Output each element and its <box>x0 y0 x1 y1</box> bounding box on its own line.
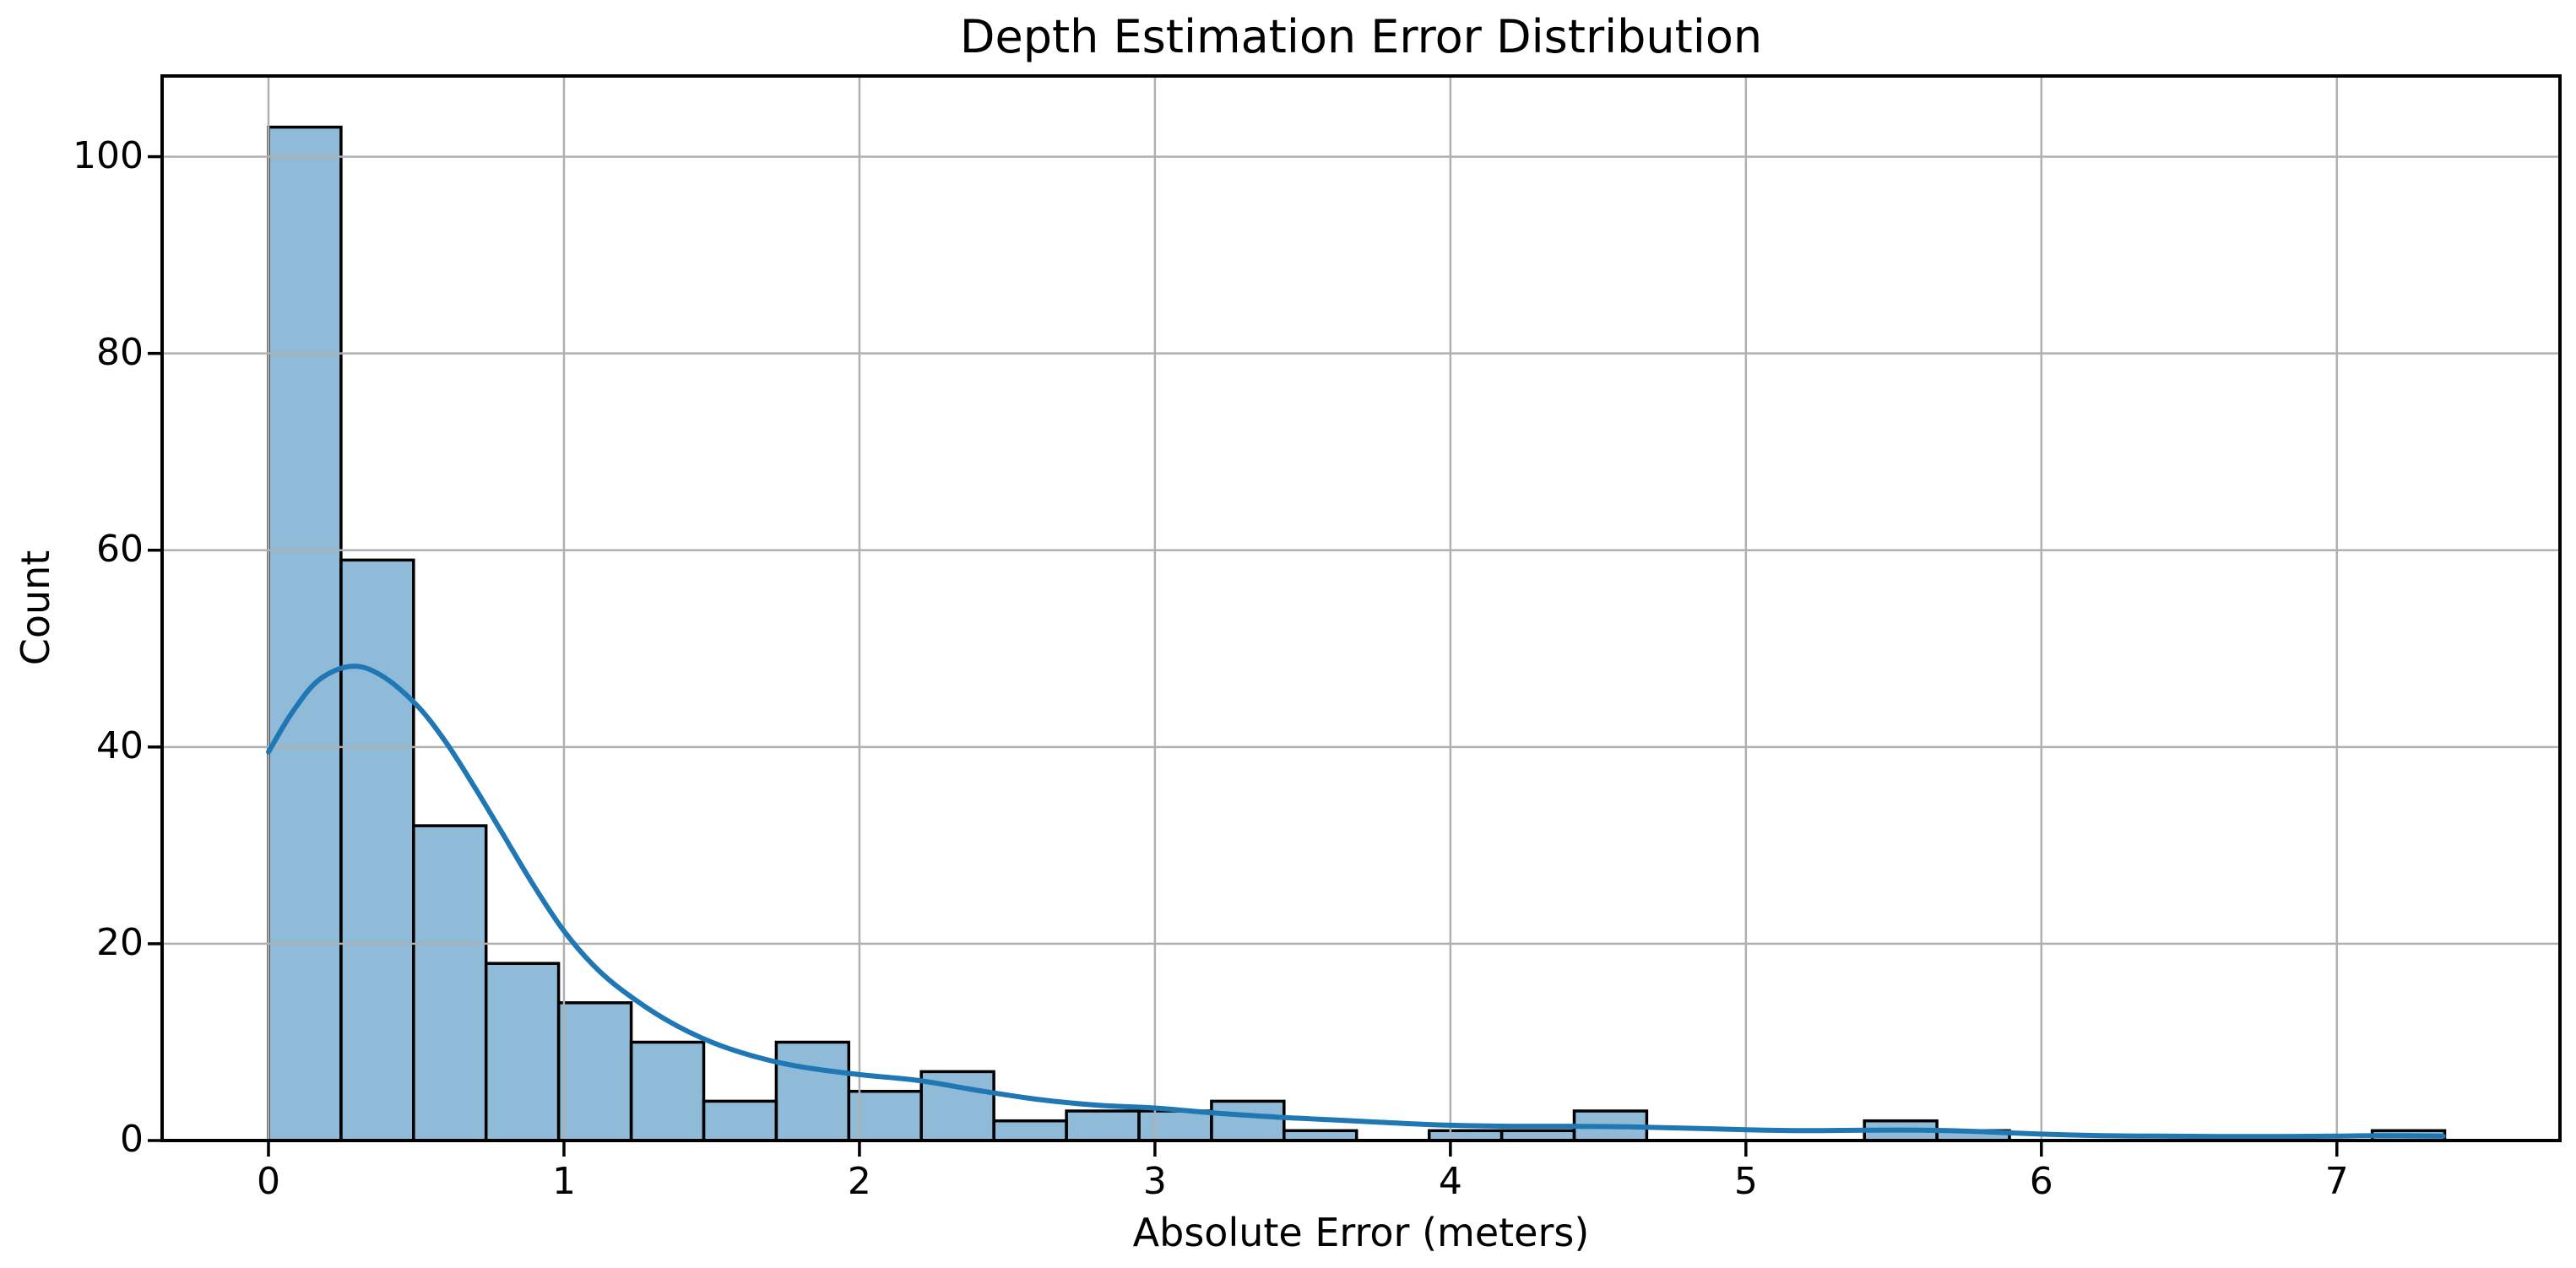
histogram-bar <box>1065 1109 1141 1142</box>
x-tick-label: 3 <box>1142 1160 1167 1203</box>
x-tick-label: 4 <box>1438 1160 1462 1203</box>
histogram-bar <box>1137 1109 1213 1142</box>
x-axis-label: Absolute Error (meters) <box>1132 1210 1590 1255</box>
x-tick-label: 2 <box>847 1160 871 1203</box>
x-tick-label: 5 <box>1733 1160 1758 1203</box>
histogram-bars <box>267 125 2447 1142</box>
chart-title: Depth Estimation Error Distribution <box>959 10 1763 63</box>
y-tick-label: 40 <box>96 723 144 767</box>
histogram-bar <box>702 1099 778 1142</box>
x-tick-label: 1 <box>551 1160 576 1203</box>
histogram-bar <box>556 1001 633 1142</box>
y-tick-label: 0 <box>120 1118 144 1161</box>
x-tick-label: 6 <box>2029 1160 2053 1203</box>
histogram-bar <box>339 558 415 1142</box>
histogram-bar <box>992 1119 1068 1142</box>
x-tick-label: 7 <box>2324 1160 2349 1203</box>
plot-border <box>160 74 2562 1142</box>
kde-curve <box>266 664 2446 1140</box>
histogram-bar <box>412 824 488 1142</box>
kde-layer <box>266 664 2446 1140</box>
y-tick-label: 80 <box>96 330 144 374</box>
axes-layer <box>148 74 2562 1157</box>
histogram-bar <box>484 962 561 1142</box>
y-tick-label: 60 <box>96 527 144 571</box>
histogram-bar <box>629 1040 706 1142</box>
y-tick-label: 20 <box>96 920 144 964</box>
histogram-bar <box>774 1040 851 1142</box>
x-tick-label: 0 <box>256 1160 280 1203</box>
histogram-bar <box>267 125 343 1142</box>
histogram-bar <box>1210 1099 1286 1142</box>
y-tick-label: 100 <box>73 133 144 177</box>
